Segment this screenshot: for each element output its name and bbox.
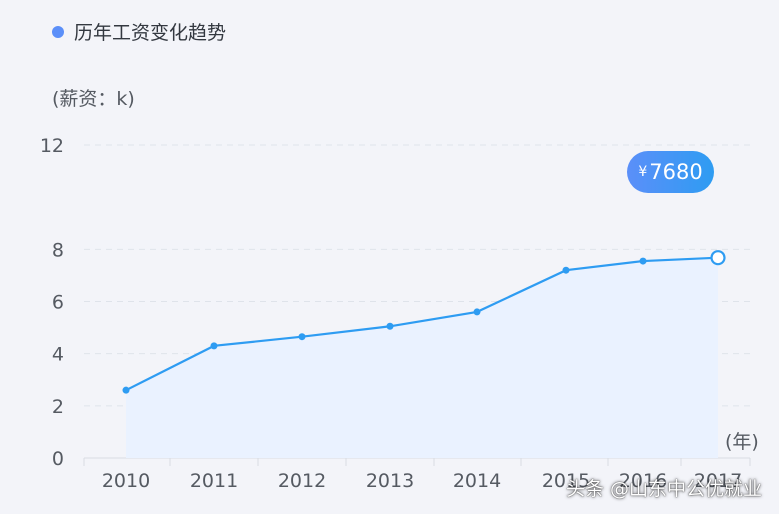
watermark: 头条 @山东中公优就业 [566, 478, 763, 500]
legend-label: 历年工资变化趋势 [74, 22, 227, 44]
x-tick-label: 2010 [102, 470, 150, 492]
y-tick-label: 2 [52, 396, 64, 418]
data-point [386, 322, 394, 330]
data-point [210, 342, 218, 350]
y-tick-label: 4 [52, 344, 64, 366]
x-tick-label: 2016 [619, 470, 667, 492]
y-tick-label: 12 [40, 135, 64, 157]
tooltip-value: 7680 [649, 160, 703, 184]
x-tick-label: 2012 [278, 470, 326, 492]
x-axis-unit-label: (年) [725, 431, 759, 453]
x-tick-label: 2014 [453, 470, 501, 492]
y-tick-label: 0 [52, 448, 64, 470]
series-line [125, 256, 719, 392]
x-tick-label: 2015 [542, 470, 590, 492]
y-tick-label: 6 [52, 292, 64, 314]
data-point-highlighted [710, 250, 726, 266]
data-point [473, 308, 481, 316]
legend-marker [52, 25, 64, 38]
tooltip-currency: ¥ [638, 164, 648, 180]
data-point [298, 333, 306, 341]
data-point [639, 257, 647, 265]
x-tick-label: 2017 [694, 470, 742, 492]
value-tooltip: ¥ 7680 [627, 151, 714, 193]
y-tick-label: 8 [52, 239, 64, 261]
x-tick-label: 2013 [366, 470, 414, 492]
data-point [562, 266, 570, 274]
legend[interactable]: 历年工资变化趋势 [52, 18, 226, 45]
x-tick-label: 2011 [190, 470, 238, 492]
y-axis-unit-label: (薪资：k) [52, 88, 135, 110]
data-point [122, 386, 130, 394]
series-area [126, 257, 718, 458]
